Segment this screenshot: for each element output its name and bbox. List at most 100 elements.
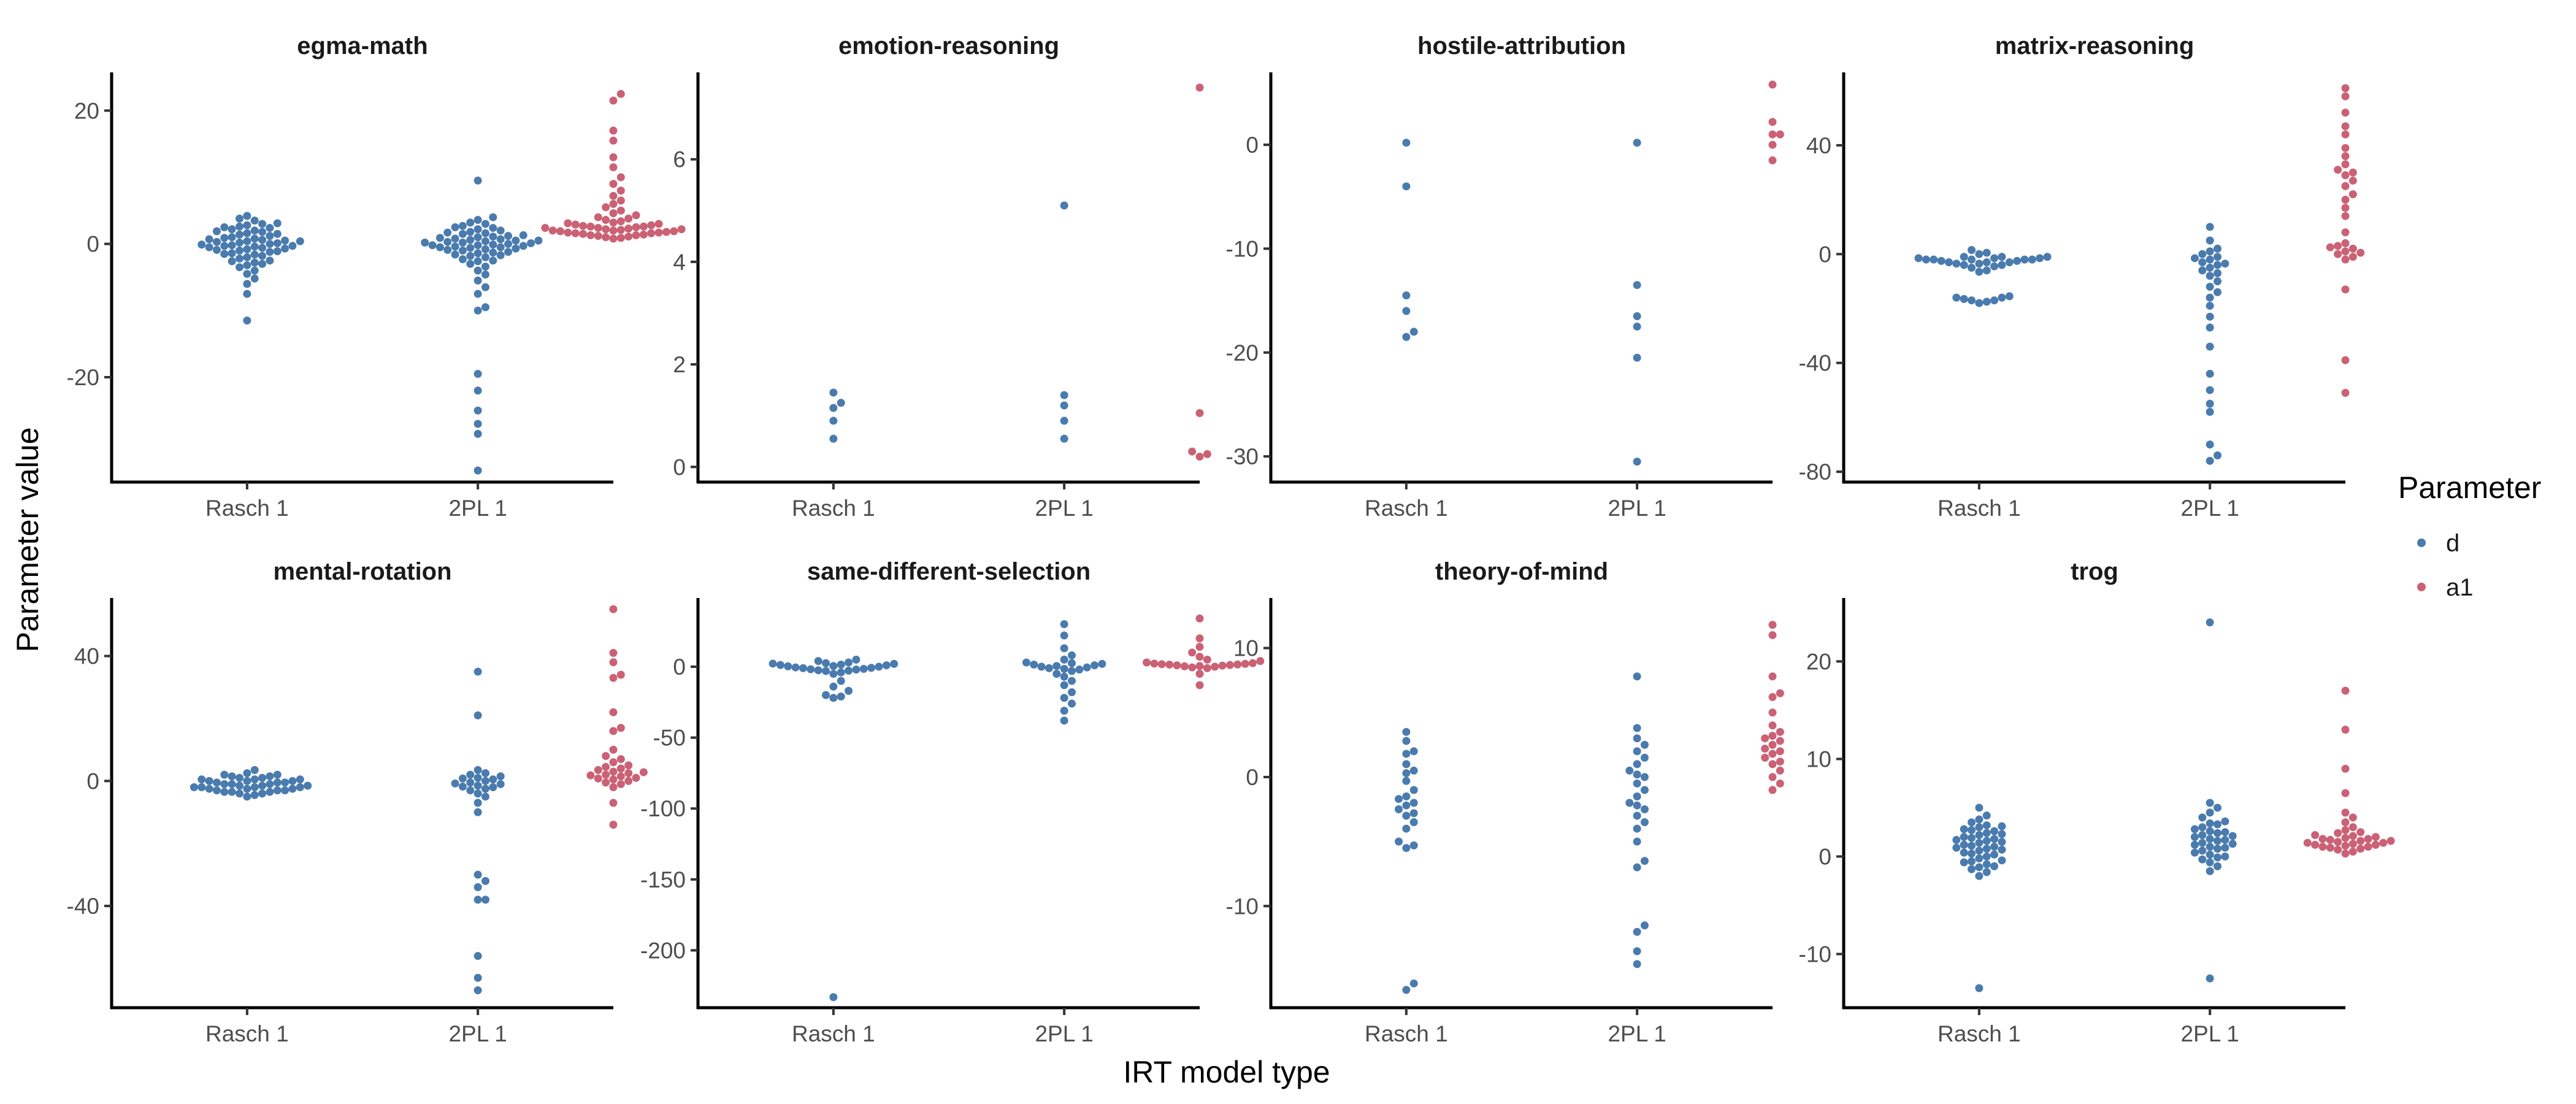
panel-title: hostile-attribution <box>1417 33 1626 59</box>
data-point-d <box>273 770 282 779</box>
data-point-d <box>837 668 845 677</box>
y-tick-label: -80 <box>1799 459 1831 485</box>
panel-title: matrix-reasoning <box>1995 33 2195 59</box>
data-point-d <box>1633 322 1641 331</box>
data-point-a1 <box>2341 130 2350 139</box>
data-point-d <box>258 228 267 236</box>
data-point-d <box>2190 840 2199 849</box>
data-point-d <box>266 248 274 256</box>
data-point-d <box>496 226 505 235</box>
data-point-a1 <box>1195 614 1204 623</box>
data-point-d <box>504 232 513 240</box>
data-point-d <box>1998 253 2006 261</box>
data-point-a1 <box>1776 766 1784 775</box>
data-point-d <box>205 776 213 785</box>
data-point-d <box>1633 779 1641 788</box>
data-point-d <box>829 416 838 425</box>
data-point-d <box>1409 786 1418 794</box>
x-tick-label: Rasch 1 <box>792 1021 875 1046</box>
data-point-a1 <box>609 191 618 200</box>
data-point-a1 <box>616 772 625 781</box>
data-point-d <box>1060 707 1068 715</box>
data-point-d <box>1395 837 1403 846</box>
data-point-a1 <box>2341 808 2350 817</box>
data-point-d <box>1060 716 1068 725</box>
data-point-d <box>2206 618 2214 627</box>
data-point-a1 <box>1776 757 1784 766</box>
data-point-d <box>243 280 251 288</box>
data-point-a1 <box>609 96 618 105</box>
data-point-d <box>466 218 475 227</box>
data-point-a1 <box>1195 653 1204 661</box>
data-point-a1 <box>1150 659 1159 668</box>
data-point-d <box>1633 724 1641 732</box>
data-point-d <box>1922 255 1930 264</box>
data-point-a1 <box>2341 182 2350 190</box>
data-point-a1 <box>1203 664 1211 672</box>
data-point-d <box>428 241 437 250</box>
data-point-d <box>451 234 459 243</box>
data-point-d <box>1952 293 1961 302</box>
data-point-d <box>481 237 489 245</box>
data-point-a1 <box>2348 168 2357 177</box>
data-point-d <box>304 781 312 790</box>
data-point-d <box>258 789 267 798</box>
data-point-a1 <box>616 186 625 195</box>
data-point-d <box>822 691 830 699</box>
data-point-d <box>473 406 482 415</box>
data-point-a1 <box>2348 244 2357 253</box>
data-point-d <box>1052 670 1061 678</box>
data-point-d <box>473 781 482 790</box>
data-point-a1 <box>609 775 618 784</box>
data-point-d <box>845 686 853 695</box>
data-point-d <box>2206 302 2214 310</box>
data-point-d <box>1060 391 1068 399</box>
data-point-a1 <box>2318 835 2327 843</box>
data-point-d <box>1625 799 1634 807</box>
y-tick-label: 0 <box>673 654 686 680</box>
data-point-d <box>473 386 482 395</box>
x-tick-label: Rasch 1 <box>1365 496 1448 521</box>
data-point-a1 <box>2341 122 2350 131</box>
y-tick-label: -20 <box>1226 340 1259 366</box>
data-point-d <box>1968 865 1976 873</box>
data-point-d <box>1633 927 1641 936</box>
data-point-d <box>496 780 505 788</box>
data-point-d <box>458 229 467 238</box>
data-point-d <box>2198 823 2207 832</box>
y-tick-label: -200 <box>640 938 686 963</box>
data-point-d <box>1633 947 1641 956</box>
data-point-d <box>1402 844 1411 853</box>
x-tick-label: 2PL 1 <box>448 496 507 521</box>
data-point-a1 <box>624 214 633 223</box>
data-point-d <box>466 228 475 236</box>
data-point-d <box>829 670 838 678</box>
data-point-d <box>481 784 489 793</box>
data-point-a1 <box>594 213 602 221</box>
data-point-d <box>473 952 482 960</box>
data-point-d <box>228 233 236 242</box>
data-point-d <box>266 232 274 240</box>
data-point-a1 <box>609 234 618 243</box>
data-point-a1 <box>2341 686 2350 695</box>
data-point-d <box>250 234 259 243</box>
data-point-d <box>512 236 520 245</box>
data-point-a1 <box>2341 196 2350 204</box>
data-point-a1 <box>616 206 625 215</box>
data-point-a1 <box>2379 838 2388 847</box>
data-point-d <box>1633 760 1641 769</box>
data-point-d <box>814 657 822 665</box>
data-point-d <box>1960 858 1968 867</box>
data-point-d <box>250 766 259 775</box>
data-point-d <box>481 895 489 904</box>
data-point-d <box>1968 849 1976 858</box>
data-point-d <box>1633 747 1641 756</box>
data-point-a1 <box>1776 689 1784 697</box>
data-point-d <box>250 775 259 784</box>
data-point-d <box>2206 255 2214 264</box>
data-point-d <box>2020 255 2029 264</box>
data-point-d <box>2206 867 2214 875</box>
data-point-d <box>228 225 236 234</box>
data-point-d <box>1937 256 1945 265</box>
data-point-d <box>473 306 482 315</box>
